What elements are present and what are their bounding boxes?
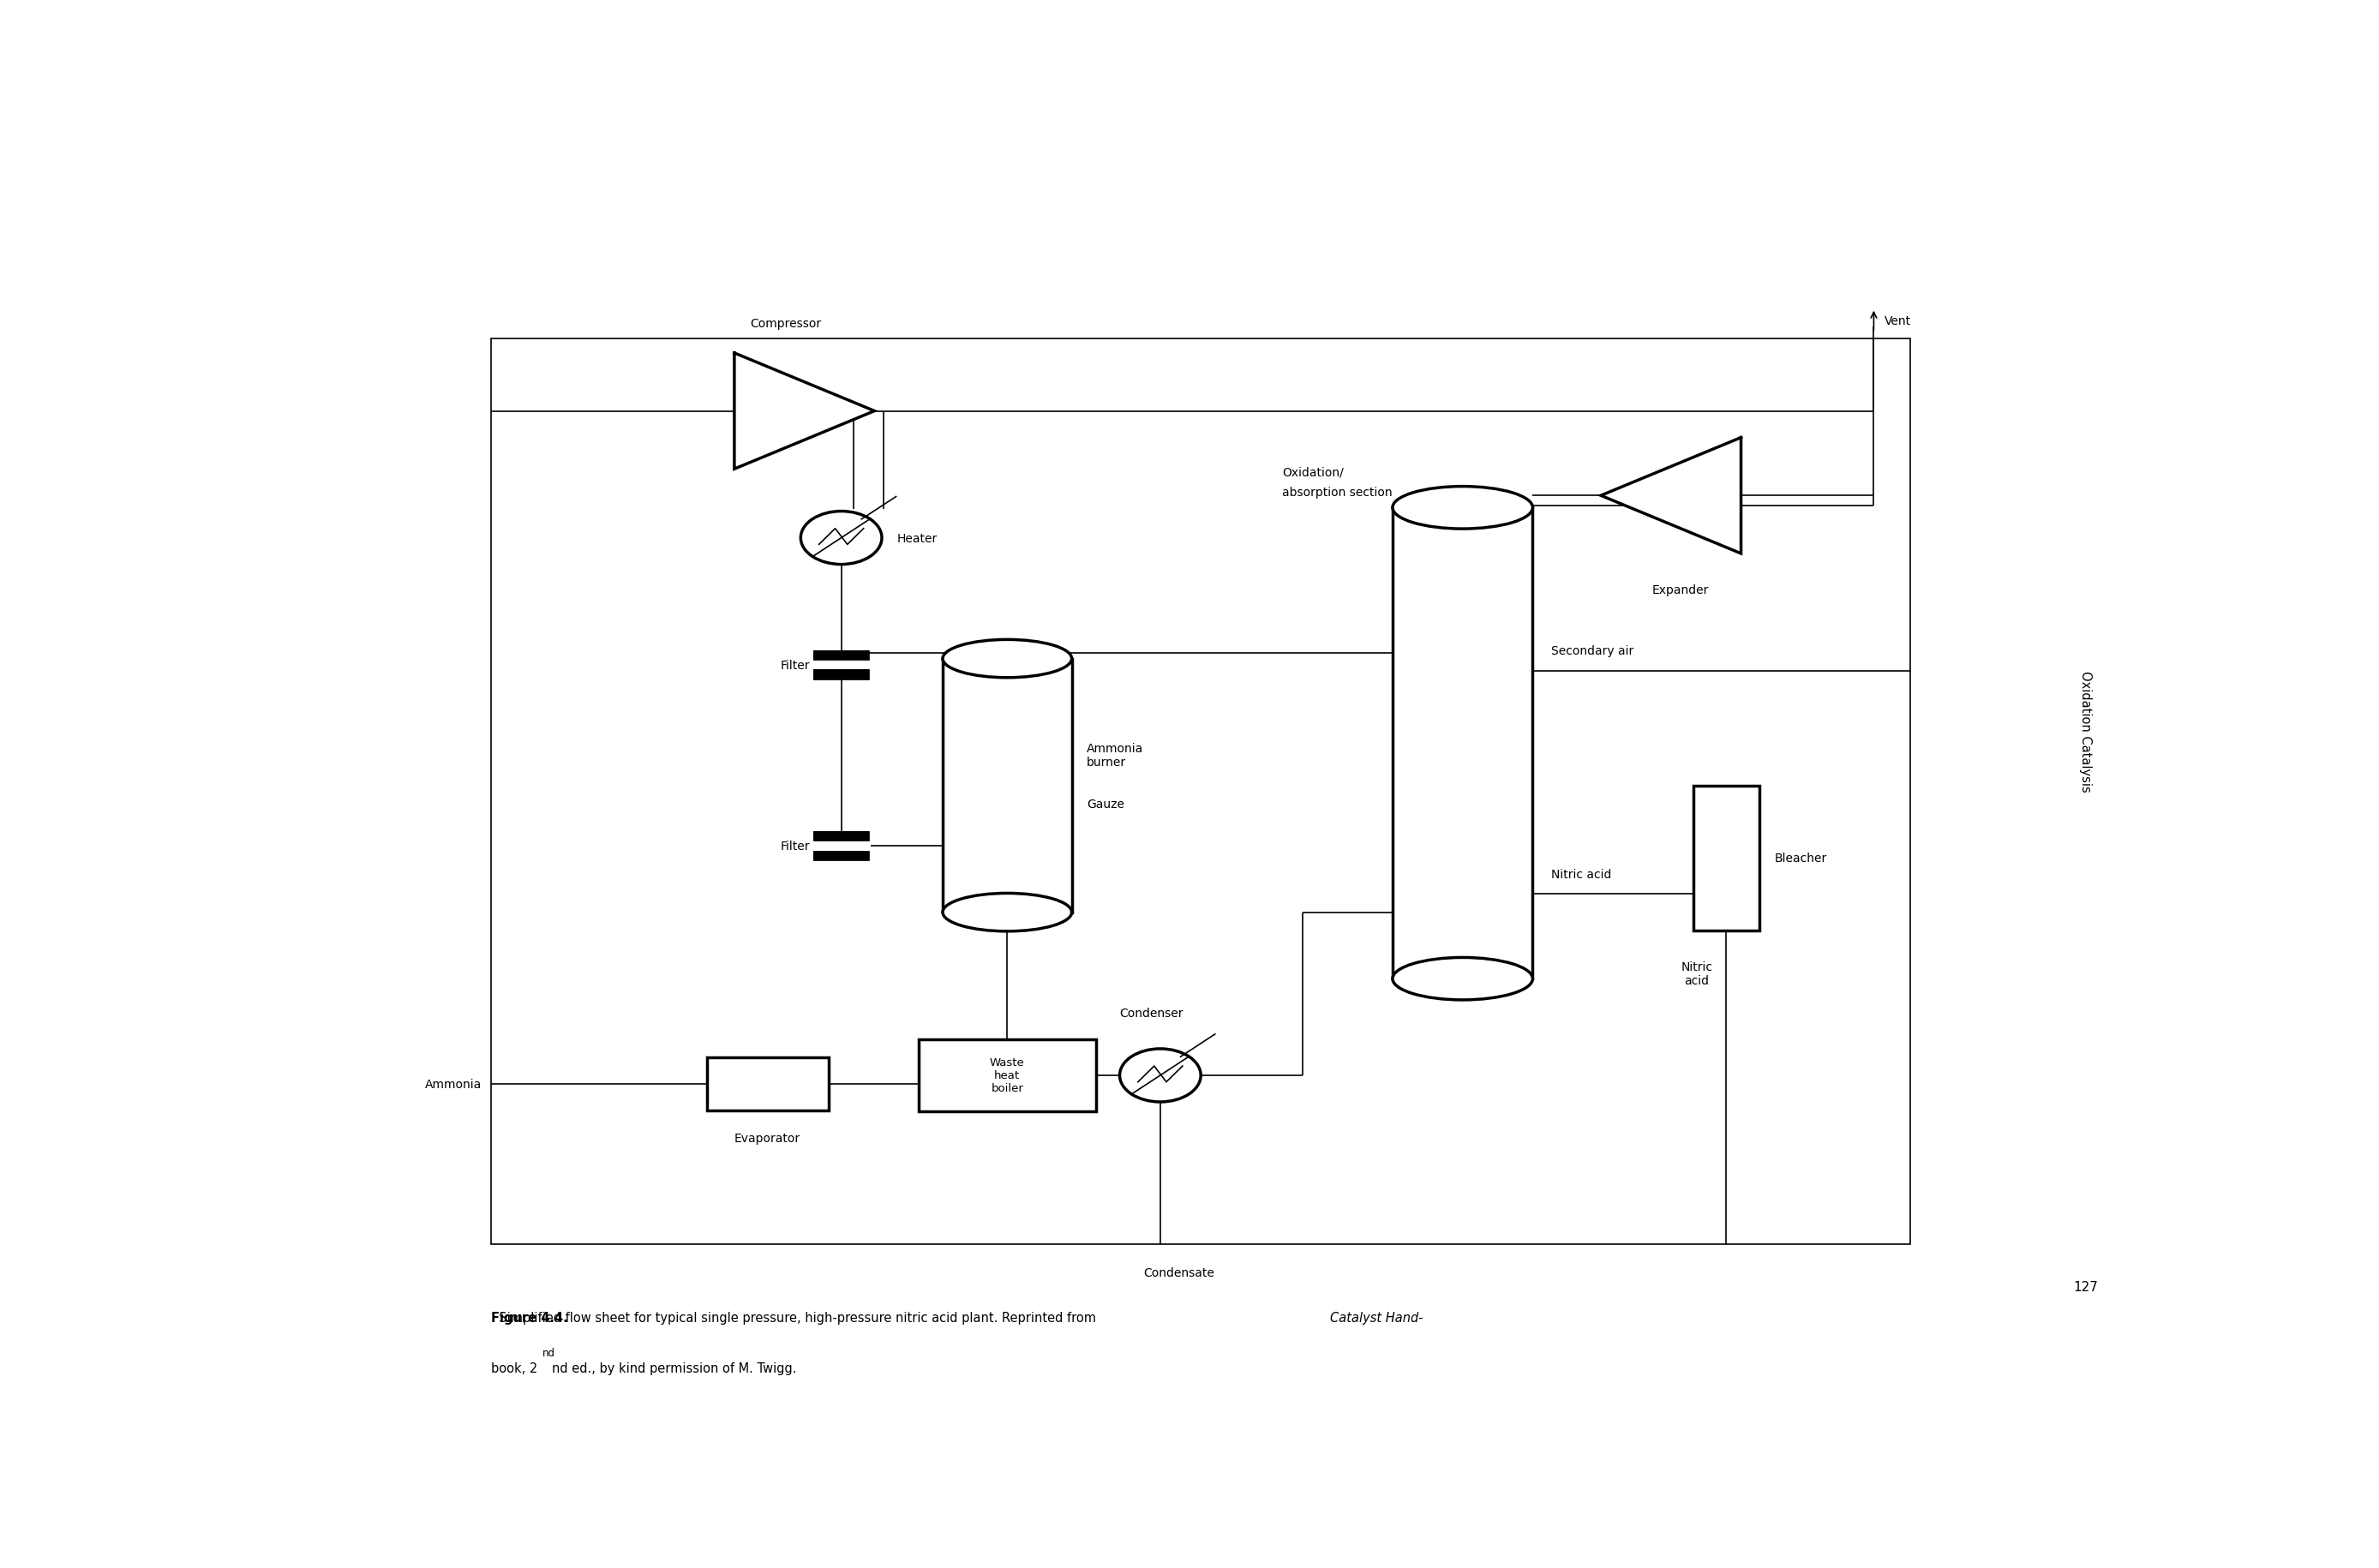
Text: Bleacher: Bleacher <box>1775 853 1827 864</box>
Bar <box>814 851 868 861</box>
Bar <box>942 659 1071 913</box>
Text: nd ed., by kind permission of M. Twigg.: nd ed., by kind permission of M. Twigg. <box>552 1361 797 1375</box>
Bar <box>1392 508 1532 978</box>
Circle shape <box>802 511 883 564</box>
Text: Oxidation Catalysis: Oxidation Catalysis <box>2079 671 2091 792</box>
Ellipse shape <box>1392 488 1532 530</box>
Ellipse shape <box>942 894 1073 931</box>
Text: Condenser: Condenser <box>1118 1007 1182 1019</box>
Text: 127: 127 <box>2074 1281 2098 1294</box>
Bar <box>1694 786 1760 931</box>
Ellipse shape <box>942 640 1073 677</box>
Bar <box>814 670 868 679</box>
Text: Secondary air: Secondary air <box>1551 644 1634 657</box>
Bar <box>814 831 868 842</box>
Text: Simplified flow sheet for typical single pressure, high-pressure nitric acid pla: Simplified flow sheet for typical single… <box>490 1311 1099 1323</box>
Polygon shape <box>735 353 875 469</box>
Bar <box>490 339 1910 1245</box>
Text: Nitric acid: Nitric acid <box>1551 869 1611 880</box>
Bar <box>814 670 868 679</box>
Bar <box>814 851 868 861</box>
Text: book, 2: book, 2 <box>490 1361 538 1375</box>
Bar <box>918 1040 1097 1112</box>
Text: Ammonia: Ammonia <box>426 1079 481 1090</box>
Text: Nitric
acid: Nitric acid <box>1682 961 1713 986</box>
Text: Ammonia
burner: Ammonia burner <box>1087 743 1144 768</box>
Circle shape <box>1121 1049 1201 1102</box>
Text: Evaporator: Evaporator <box>735 1132 802 1145</box>
Text: Oxidation/: Oxidation/ <box>1282 466 1344 478</box>
Text: absorption section: absorption section <box>1282 486 1392 499</box>
Text: Condensate: Condensate <box>1144 1267 1213 1278</box>
Text: Gauze: Gauze <box>1087 798 1125 811</box>
Bar <box>814 651 868 660</box>
Text: Catalyst Hand-: Catalyst Hand- <box>1330 1311 1423 1323</box>
Polygon shape <box>1601 437 1741 554</box>
Ellipse shape <box>1392 958 1532 1000</box>
Text: Compressor: Compressor <box>749 317 821 329</box>
Bar <box>814 651 868 679</box>
Bar <box>814 831 868 842</box>
Bar <box>814 651 868 660</box>
Text: Waste
heat
boiler: Waste heat boiler <box>990 1057 1025 1094</box>
Text: Filter: Filter <box>780 659 809 671</box>
Text: Expander: Expander <box>1651 585 1708 596</box>
Text: nd: nd <box>542 1347 554 1358</box>
Text: Vent: Vent <box>1884 315 1910 328</box>
Bar <box>707 1057 828 1110</box>
Bar <box>814 831 868 861</box>
Text: Heater: Heater <box>897 532 937 544</box>
Text: Figure 4.4.: Figure 4.4. <box>490 1311 569 1323</box>
Text: Filter: Filter <box>780 840 809 851</box>
